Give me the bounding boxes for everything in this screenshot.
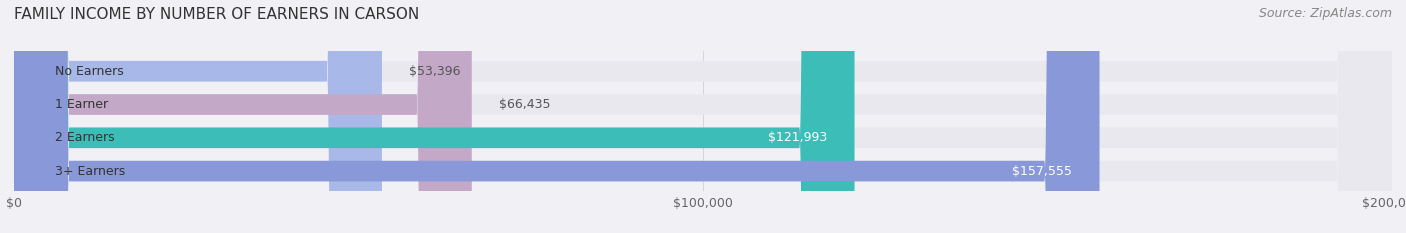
Text: No Earners: No Earners <box>55 65 124 78</box>
Text: $53,396: $53,396 <box>409 65 461 78</box>
FancyBboxPatch shape <box>14 0 1392 233</box>
FancyBboxPatch shape <box>14 0 1099 233</box>
FancyBboxPatch shape <box>14 0 1392 233</box>
Text: $157,555: $157,555 <box>1012 164 1071 178</box>
Text: Source: ZipAtlas.com: Source: ZipAtlas.com <box>1258 7 1392 20</box>
FancyBboxPatch shape <box>14 0 382 233</box>
Text: $66,435: $66,435 <box>499 98 551 111</box>
FancyBboxPatch shape <box>14 0 1392 233</box>
Text: 2 Earners: 2 Earners <box>55 131 115 144</box>
FancyBboxPatch shape <box>14 0 855 233</box>
Text: 3+ Earners: 3+ Earners <box>55 164 125 178</box>
FancyBboxPatch shape <box>14 0 472 233</box>
Text: 1 Earner: 1 Earner <box>55 98 108 111</box>
FancyBboxPatch shape <box>14 0 1392 233</box>
Text: FAMILY INCOME BY NUMBER OF EARNERS IN CARSON: FAMILY INCOME BY NUMBER OF EARNERS IN CA… <box>14 7 419 22</box>
Text: $121,993: $121,993 <box>768 131 827 144</box>
